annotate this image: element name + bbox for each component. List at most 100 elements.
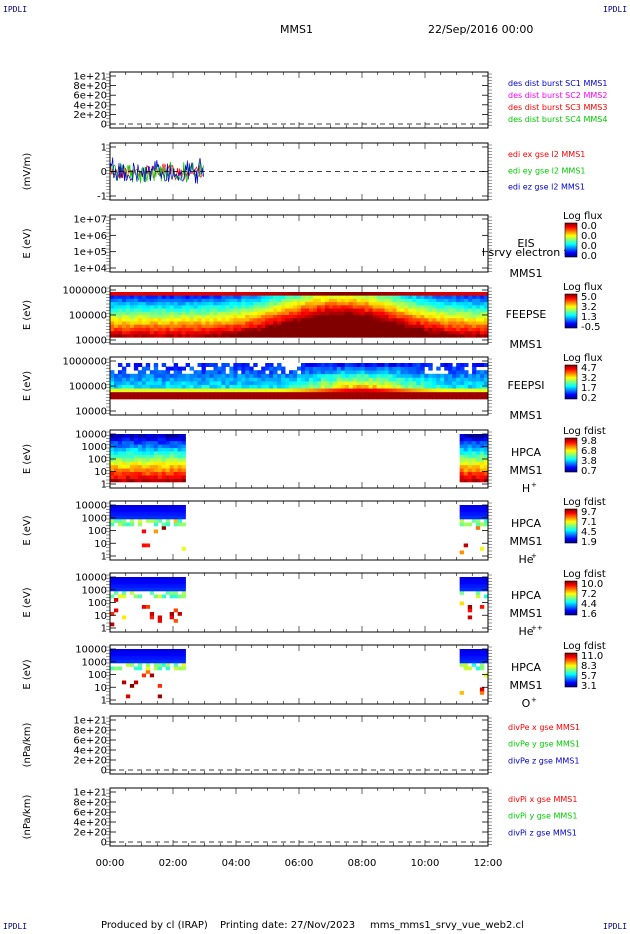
spectrogram-cell	[448, 324, 453, 328]
spectrogram-cell	[281, 308, 286, 312]
spectrogram-cell	[476, 298, 481, 303]
spectrogram-cell	[388, 330, 393, 335]
spectrogram-cell	[237, 395, 242, 400]
spectrogram-cell	[448, 330, 453, 335]
spectrogram-cell	[117, 656, 123, 660]
spectrogram-cell	[141, 543, 147, 548]
spectrogram-cell	[412, 298, 417, 303]
spectrogram-cell	[177, 577, 182, 581]
spectrogram-cell	[484, 370, 489, 375]
spectrogram-cell	[483, 522, 489, 527]
spectrogram-cell	[133, 327, 139, 332]
spectrogram-cell	[181, 321, 186, 325]
spectrogram-cell	[384, 301, 389, 306]
spectrogram-cell	[293, 334, 298, 338]
y-tick-label: 1	[101, 143, 107, 154]
spectrogram-cell	[273, 298, 278, 303]
spectrogram-cell	[141, 434, 147, 438]
spectrogram-cell	[484, 324, 489, 328]
spectrogram-cell	[225, 334, 230, 338]
spectrogram-cell	[161, 363, 167, 367]
spectrogram-cell	[420, 377, 425, 382]
spectrogram-cell	[484, 314, 489, 319]
spectrogram-cell	[217, 317, 222, 322]
spectrogram-cell	[161, 663, 167, 667]
spectrogram-cell	[480, 330, 485, 335]
spectrogram-cell	[113, 519, 119, 523]
spectrogram-cell	[484, 327, 489, 332]
spectrogram-cell	[113, 298, 119, 303]
spectrogram-cell	[181, 314, 186, 319]
spectrogram-cell	[141, 440, 147, 445]
spectrogram-cell	[360, 391, 366, 396]
spectrogram-cell	[141, 584, 147, 588]
spectrogram-cell	[241, 377, 246, 382]
spectrogram-cell	[463, 584, 469, 588]
spectrogram-cell	[141, 447, 147, 452]
spectrogram-cell	[177, 478, 182, 483]
spectrogram-cell	[121, 580, 127, 585]
spectrogram-cell	[113, 608, 119, 613]
spectrogram-cell	[209, 314, 214, 319]
spectrogram-cell	[475, 458, 481, 462]
spectrogram-cell	[277, 391, 282, 396]
spectrogram-cell	[484, 317, 489, 322]
spectrogram-cell	[213, 380, 218, 385]
spectrogram-cell	[205, 391, 210, 396]
spectrogram-cell	[364, 321, 370, 325]
spectrogram-cell	[388, 298, 393, 303]
y-tick-label: 6e+20	[73, 91, 107, 102]
spectrogram-cell	[376, 334, 381, 338]
colorbar	[564, 437, 578, 473]
spectrogram-cell	[316, 373, 322, 378]
y-tick-label: 1e+21	[73, 72, 107, 83]
spectrogram-cell	[177, 314, 183, 319]
spectrogram-cell	[336, 324, 342, 328]
spectrogram-cell	[436, 317, 441, 322]
spectrogram-cell	[149, 461, 155, 466]
spectrogram-cell	[233, 380, 238, 385]
spectrogram-cell	[483, 468, 489, 473]
spectrogram-cell	[177, 458, 182, 462]
spectrogram-cell	[368, 391, 374, 396]
spectrogram-cell	[225, 388, 230, 393]
spectrogram-cell	[245, 363, 250, 367]
spectrogram-cell	[165, 591, 170, 595]
spectrogram-cell	[467, 615, 473, 620]
spectrogram-cell	[344, 370, 350, 375]
spectrogram-cell	[468, 304, 473, 309]
spectrogram-cell	[110, 652, 115, 657]
spectrogram-cell	[269, 391, 274, 396]
y-tick-label: 0	[101, 766, 107, 777]
spectrogram-cell	[221, 298, 226, 303]
spectrogram-cell	[316, 292, 322, 296]
spectrogram-cell	[372, 308, 377, 312]
spectrogram-cell	[400, 324, 405, 328]
spectrogram-cell	[137, 370, 143, 375]
spectrogram-cell	[149, 373, 155, 378]
spectrogram-cell	[217, 311, 222, 316]
right-label: FEEPSI	[507, 379, 544, 392]
spectrogram-cell	[416, 330, 421, 335]
spectrogram-cell	[463, 577, 469, 581]
spectrogram-cell	[424, 395, 429, 400]
spectrogram-cell	[157, 380, 163, 385]
spectrogram-cell	[356, 308, 362, 312]
spectrogram-cell	[121, 330, 127, 335]
spectrogram-cell	[113, 314, 119, 319]
spectrogram-cell	[404, 308, 409, 312]
colorbar-tick-label: 7.2	[581, 589, 597, 600]
spectrogram-cell	[388, 308, 393, 312]
spectrogram-cell	[336, 363, 342, 367]
spectrogram-cell	[344, 308, 350, 312]
spectrogram-cell	[113, 652, 119, 657]
spectrogram-cell	[157, 512, 163, 516]
spectrogram-cell	[133, 666, 139, 671]
spectrogram-cell	[237, 295, 242, 299]
spectrogram-cell	[364, 388, 370, 393]
spectrogram-cell	[348, 370, 354, 375]
spectrogram-cell	[185, 308, 190, 312]
spectrogram-cell	[265, 388, 270, 393]
spectrogram-cell	[480, 295, 485, 299]
spectrogram-cell	[173, 384, 179, 389]
